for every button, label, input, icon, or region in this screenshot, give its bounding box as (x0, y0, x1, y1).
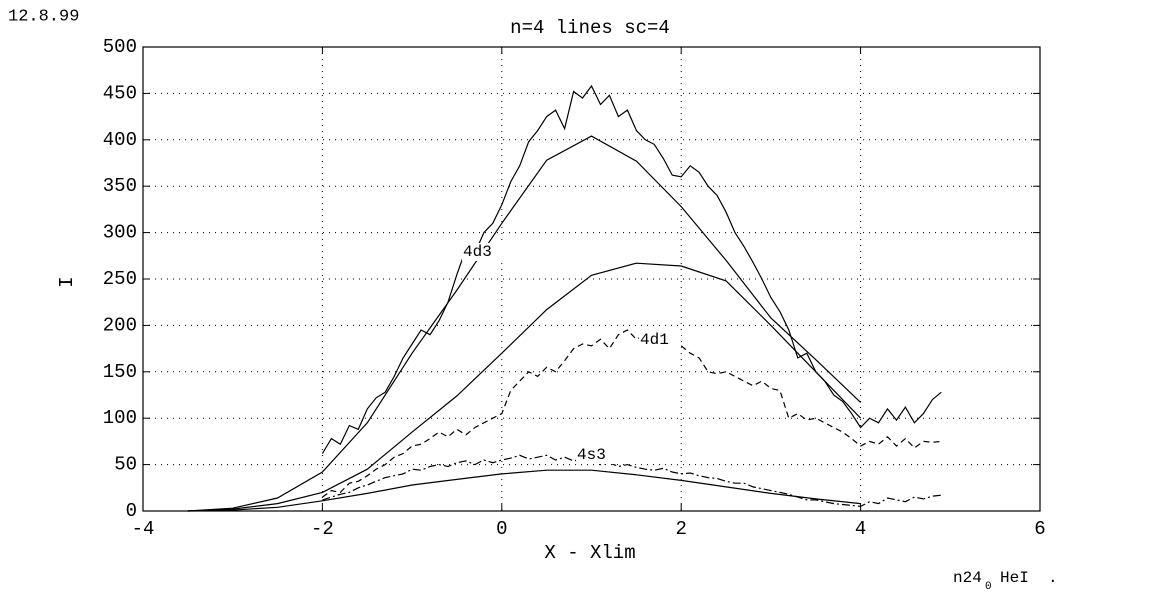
y-tick-label: 500 (103, 36, 137, 58)
footer-rest: HeI . (1000, 569, 1058, 587)
y-axis-label: I (56, 276, 78, 287)
x-tick-label: 2 (675, 518, 686, 540)
annotation: 4d1 (640, 331, 669, 349)
data-line (321, 84, 942, 454)
y-tick-label: 100 (103, 407, 137, 429)
data-line (187, 469, 861, 512)
y-tick-label: 450 (103, 82, 137, 104)
data-line (322, 329, 942, 498)
data-line (187, 262, 862, 512)
annotation: 4s3 (577, 446, 606, 464)
data-line (322, 454, 942, 508)
date: 12.8.99 (8, 7, 79, 26)
y-tick-label: 200 (103, 314, 137, 336)
y-tick-label: 300 (103, 222, 137, 244)
footer-subscript: 0 (985, 581, 992, 593)
y-tick-label: 250 (103, 268, 137, 290)
x-tick-label: -4 (132, 518, 155, 540)
annotation: 4d3 (463, 243, 492, 261)
x-tick-label: 4 (855, 518, 866, 540)
annotation-bg (462, 243, 504, 261)
x-tick-label: -2 (311, 518, 334, 540)
annotation-bg (639, 331, 681, 349)
data-line (187, 135, 862, 512)
y-tick-label: 150 (103, 361, 137, 383)
x-tick-label: 6 (1034, 518, 1045, 540)
footer: n24 0 HeI . (953, 569, 1058, 593)
y-tick-label: 50 (114, 454, 137, 476)
plot-frame (142, 46, 1041, 512)
y-tick-label: 350 (103, 175, 137, 197)
x-tick-label: 0 (496, 518, 507, 540)
x-axis-label: X - Xlim (544, 542, 635, 564)
y-tick-label: 400 (103, 129, 137, 151)
annotation-bg (576, 446, 618, 464)
chart-title: n=4 lines sc=4 (510, 17, 670, 39)
footer-name: n24 (953, 569, 982, 587)
y-tick-label: 0 (126, 500, 137, 522)
